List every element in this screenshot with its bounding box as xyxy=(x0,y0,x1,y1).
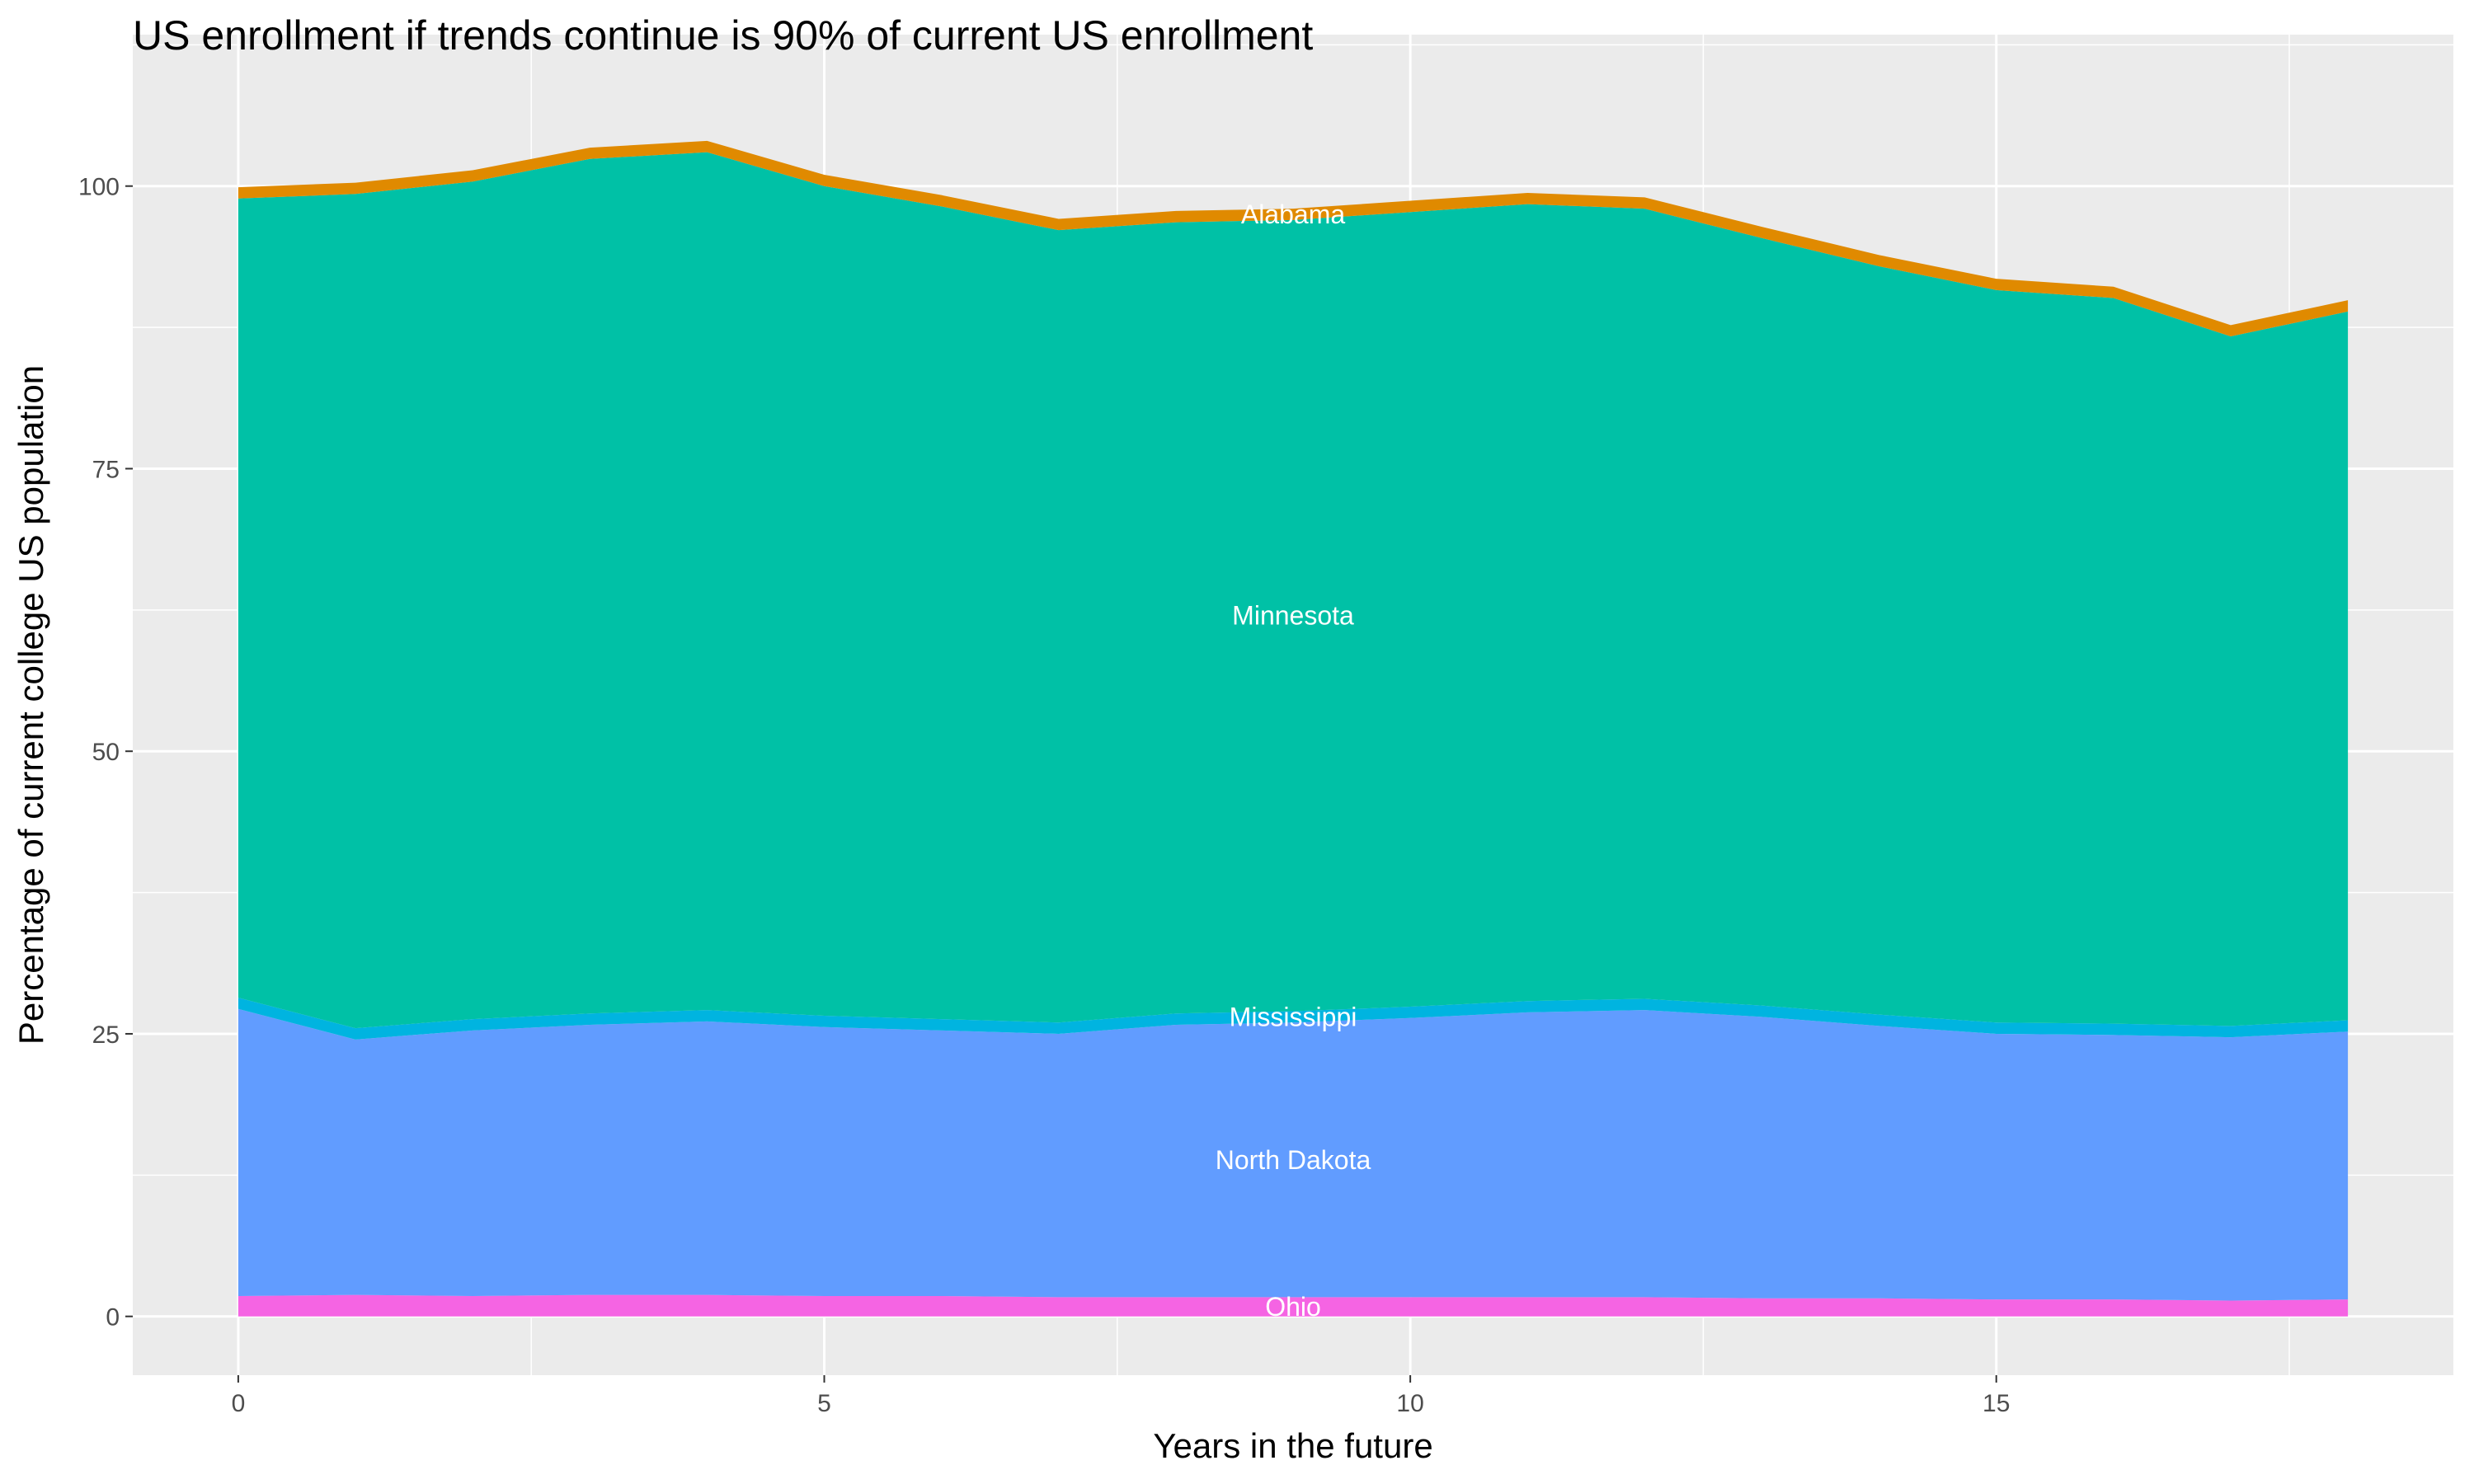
y-tick-label: 75 xyxy=(92,456,120,483)
y-tick-label: 25 xyxy=(92,1021,120,1049)
y-tick-label: 50 xyxy=(92,739,120,766)
y-tick-label: 0 xyxy=(106,1304,120,1331)
area-mississippi xyxy=(238,998,2349,1040)
x-tick-label: 10 xyxy=(1396,1390,1423,1417)
chart-title: US enrollment if trends continue is 90% … xyxy=(133,12,1313,59)
y-tick-label: 100 xyxy=(78,174,120,201)
y-axis-title: Percentage of current college US populat… xyxy=(12,365,50,1045)
area-label-alabama: Alabama xyxy=(1241,200,1346,229)
area-labels: Ohio North Dakota Mississippi Minnesota Alab… xyxy=(1216,200,1371,1322)
area-label-north-dakota: North Dakota xyxy=(1216,1145,1371,1175)
y-axis: 0 25 50 75 100 xyxy=(78,174,133,1331)
area-ohio xyxy=(238,1294,2349,1317)
x-axis-title: Years in the future xyxy=(1153,1426,1432,1465)
area-label-minnesota: Minnesota xyxy=(1232,601,1354,631)
x-tick-label: 5 xyxy=(817,1390,831,1417)
x-tick-label: 0 xyxy=(232,1390,246,1417)
area-minnesota xyxy=(238,152,2349,1029)
area-layers xyxy=(238,140,2349,1317)
x-axis: 0 5 10 15 xyxy=(232,1375,2010,1417)
area-north-dakota xyxy=(238,1008,2349,1301)
area-label-ohio: Ohio xyxy=(1265,1292,1321,1322)
area-label-mississippi: Mississippi xyxy=(1230,1002,1357,1031)
x-tick-label: 15 xyxy=(1982,1390,2010,1417)
